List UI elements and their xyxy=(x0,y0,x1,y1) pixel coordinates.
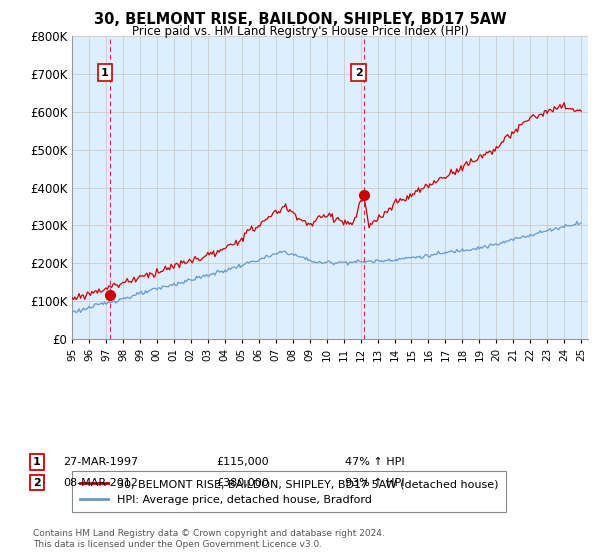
Text: 93% ↑ HPI: 93% ↑ HPI xyxy=(345,478,404,488)
Text: 2: 2 xyxy=(355,68,362,78)
Text: £115,000: £115,000 xyxy=(216,457,269,467)
Text: 08-MAR-2012: 08-MAR-2012 xyxy=(63,478,138,488)
Text: 1: 1 xyxy=(33,457,41,467)
Text: 30, BELMONT RISE, BAILDON, SHIPLEY, BD17 5AW: 30, BELMONT RISE, BAILDON, SHIPLEY, BD17… xyxy=(94,12,506,27)
Legend: 30, BELMONT RISE, BAILDON, SHIPLEY, BD17 5AW (detached house), HPI: Average pric: 30, BELMONT RISE, BAILDON, SHIPLEY, BD17… xyxy=(73,472,506,512)
Text: £380,000: £380,000 xyxy=(216,478,269,488)
Text: 47% ↑ HPI: 47% ↑ HPI xyxy=(345,457,404,467)
Text: 2: 2 xyxy=(33,478,41,488)
Text: 1: 1 xyxy=(101,68,109,78)
Text: Contains HM Land Registry data © Crown copyright and database right 2024.
This d: Contains HM Land Registry data © Crown c… xyxy=(33,529,385,549)
Text: 27-MAR-1997: 27-MAR-1997 xyxy=(63,457,138,467)
Text: Price paid vs. HM Land Registry's House Price Index (HPI): Price paid vs. HM Land Registry's House … xyxy=(131,25,469,38)
